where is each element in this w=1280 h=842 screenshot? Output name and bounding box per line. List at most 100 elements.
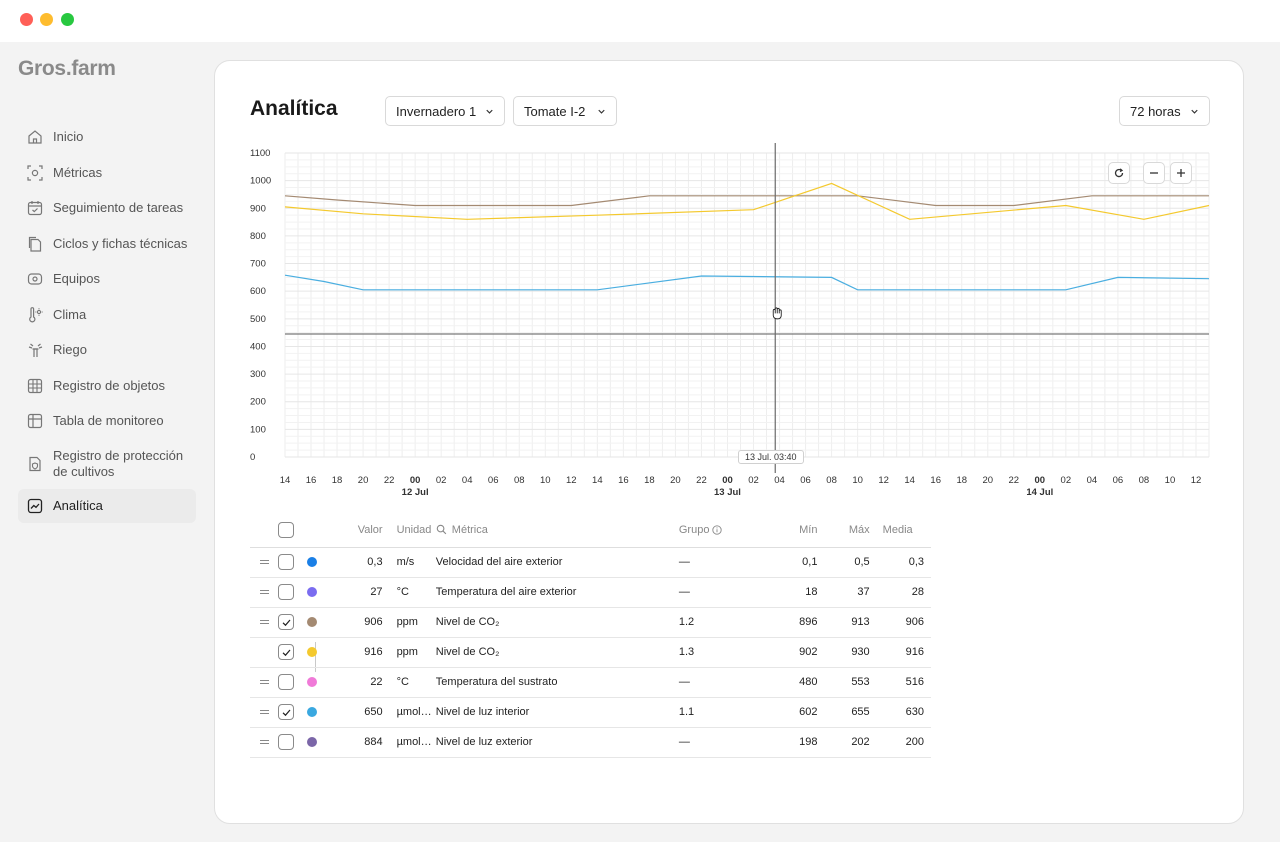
sidebar-item-protection-doc[interactable]: Registro de protección de cultivos xyxy=(18,440,196,488)
drag-handle-icon[interactable] xyxy=(259,678,270,686)
header-max[interactable]: Máx xyxy=(817,513,870,548)
row-checkbox[interactable] xyxy=(278,704,295,720)
cell-value: 0,3 xyxy=(335,547,383,578)
header-metric-label: Métrica xyxy=(451,523,488,536)
header-min[interactable]: Mín xyxy=(761,513,818,548)
cell-max: 655 xyxy=(817,697,870,728)
search-icon[interactable] xyxy=(436,524,447,535)
cell-unit: °C xyxy=(382,577,436,608)
table-row[interactable]: 916 ppm Nivel de CO₂ 1.3 902 930 916 xyxy=(250,637,931,668)
y-tick-label: 1000 xyxy=(250,176,271,187)
x-day-label: 12 Jul xyxy=(402,487,429,498)
cell-avg: 0,3 xyxy=(869,547,931,578)
sidebar-item-analytics[interactable]: Analítica xyxy=(18,489,196,523)
row-checkbox[interactable] xyxy=(278,644,295,660)
greenhouse-select[interactable]: Invernadero 1 xyxy=(385,96,505,126)
sidebar-item-metrics[interactable]: Métricas xyxy=(18,156,196,190)
table-row[interactable]: 906 ppm Nivel de CO₂ 1.2 896 913 906 xyxy=(250,607,931,638)
time-range-select[interactable]: 72 horas xyxy=(1119,96,1210,126)
plus-icon xyxy=(1177,169,1185,177)
x-tick-label: 20 xyxy=(670,475,681,486)
zoom-out-button[interactable] xyxy=(1143,162,1165,184)
reset-zoom-button[interactable] xyxy=(1108,162,1130,184)
x-tick-label: 20 xyxy=(358,475,369,486)
close-window-button[interactable] xyxy=(20,13,33,26)
row-checkbox[interactable] xyxy=(278,554,295,570)
crop-select[interactable]: Tomate I-2 xyxy=(513,96,617,126)
sidebar-item-documents[interactable]: Ciclos y fichas técnicas xyxy=(18,227,196,261)
header-avg[interactable]: Media xyxy=(869,513,931,548)
table-row[interactable]: 27 °C Temperatura del aire exterior —18 37 28 xyxy=(250,577,931,608)
cursor-time-label: 13 Jul. 03:40 xyxy=(738,450,804,464)
table-header-row: Valor Unidad Métrica Grupo Mín Máx Media xyxy=(250,513,931,548)
y-tick-label: 700 xyxy=(250,259,266,270)
cell-unit: °C xyxy=(382,667,436,698)
row-checkbox[interactable] xyxy=(278,614,295,630)
equipment-icon xyxy=(26,270,44,288)
x-tick-label: 18 xyxy=(956,475,967,486)
hand-cursor-icon xyxy=(772,307,782,320)
cell-unit: µmol… xyxy=(382,727,436,758)
zoom-in-button[interactable] xyxy=(1170,162,1192,184)
x-tick-label: 02 xyxy=(748,475,759,486)
minus-icon xyxy=(1150,172,1158,174)
sprinkler-icon xyxy=(26,341,44,359)
table-row[interactable]: 650 µmol… Nivel de luz interior 1.1 602 655 63… xyxy=(250,697,931,728)
x-tick-label: 10 xyxy=(540,475,551,486)
cell-value: 27 xyxy=(335,577,383,608)
cell-max: 37 xyxy=(817,577,870,608)
drag-handle-icon[interactable] xyxy=(259,558,270,566)
header-metric[interactable]: Métrica xyxy=(435,513,679,548)
sidebar-item-home[interactable]: Inicio xyxy=(18,120,196,154)
sidebar-item-label: Ciclos y fichas técnicas xyxy=(53,235,188,251)
cell-metric: Temperatura del aire exterior xyxy=(435,577,679,608)
header-unit[interactable]: Unidad xyxy=(382,513,436,548)
info-icon[interactable] xyxy=(712,525,723,535)
drag-handle-icon[interactable] xyxy=(259,588,270,596)
table-row[interactable]: 22 °C Temperatura del sustrato —480 553 516 xyxy=(250,667,931,698)
drag-handle-icon[interactable] xyxy=(259,618,270,626)
sidebar-item-thermometer-sun[interactable]: Clima xyxy=(18,298,196,332)
table-row[interactable]: 0,3 m/s Velocidad del aire exterior —0,1 0,5… xyxy=(250,547,931,578)
y-tick-label: 900 xyxy=(250,203,266,214)
y-tick-label: 500 xyxy=(250,314,266,325)
header-group[interactable]: Grupo xyxy=(678,513,762,548)
sidebar-item-table[interactable]: Tabla de monitoreo xyxy=(18,404,196,438)
y-tick-label: 300 xyxy=(250,369,266,380)
maximize-window-button[interactable] xyxy=(61,13,74,26)
drag-handle-icon[interactable] xyxy=(259,738,270,746)
cell-min: 480 xyxy=(761,667,818,698)
select-all-checkbox[interactable] xyxy=(278,521,295,538)
x-tick-label: 04 xyxy=(462,475,473,486)
row-checkbox[interactable] xyxy=(278,734,295,750)
x-tick-label: 12 xyxy=(878,475,889,486)
sidebar-item-equipment[interactable]: Equipos xyxy=(18,262,196,296)
row-checkbox[interactable] xyxy=(278,674,295,690)
cell-max: 930 xyxy=(817,637,870,668)
x-tick-label: 14 xyxy=(592,475,603,486)
row-checkbox[interactable] xyxy=(278,584,295,600)
sidebar-item-sprinkler[interactable]: Riego xyxy=(18,333,196,367)
table-row[interactable]: 884 µmol… Nivel de luz exterior —198 202 200 xyxy=(250,727,931,758)
cell-min: 198 xyxy=(761,727,818,758)
header-value[interactable]: Valor xyxy=(335,513,383,548)
sidebar-item-grid[interactable]: Registro de objetos xyxy=(18,369,196,403)
greenhouse-select-value: Invernadero 1 xyxy=(396,103,477,119)
minimize-window-button[interactable] xyxy=(40,13,53,26)
sidebar-item-calendar-check[interactable]: Seguimiento de tareas xyxy=(18,191,196,225)
app-logo[interactable]: Gros.farm xyxy=(18,57,116,80)
chevron-down-icon xyxy=(1191,109,1198,114)
chevron-down-icon xyxy=(486,109,493,114)
cell-group: — xyxy=(678,547,762,578)
x-tick-label: 12 xyxy=(1191,475,1202,486)
cell-min: 0,1 xyxy=(761,547,818,578)
drag-handle-icon[interactable] xyxy=(259,708,270,716)
analytics-icon xyxy=(26,497,44,515)
x-tick-label: 18 xyxy=(644,475,655,486)
cell-avg: 906 xyxy=(869,607,931,638)
header-group-label: Grupo xyxy=(678,523,710,536)
series-color-dot xyxy=(307,707,318,718)
y-tick-label: 600 xyxy=(250,286,266,297)
x-tick-label: 18 xyxy=(332,475,343,486)
